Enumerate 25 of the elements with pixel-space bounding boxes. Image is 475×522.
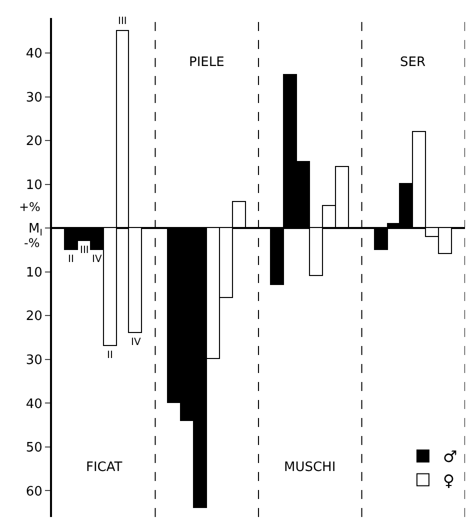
y-tick-label: 40 <box>26 46 42 62</box>
y-tick-label: 20 <box>26 309 42 324</box>
y-tick-label: 10 <box>26 265 42 280</box>
text: +% <box>19 200 40 214</box>
text: -% <box>24 236 40 250</box>
y-tick-label: 60 <box>26 484 42 500</box>
y-tick-label: 30 <box>26 352 42 368</box>
y-tick-label: 30 <box>26 90 42 106</box>
x-tick-label: II <box>107 350 113 361</box>
x-tick-label: II <box>68 254 74 265</box>
x-tick-label: IV <box>131 337 141 348</box>
y-tick-label: M$_{I}$ <box>28 222 42 238</box>
legend-label: ♀ <box>442 470 455 490</box>
annotation: FICAT <box>86 460 122 475</box>
legend-label: ♂ <box>442 447 458 466</box>
annotation: MUSCHI <box>284 460 336 475</box>
x-tick-label: IV <box>92 254 102 265</box>
y-tick-label: 50 <box>26 440 42 456</box>
x-tick-label: III <box>80 245 89 256</box>
x-tick-label: III <box>118 16 127 27</box>
annotation: PIELE <box>189 55 224 70</box>
y-tick-label: 40 <box>26 396 42 412</box>
annotation: SER <box>400 55 426 70</box>
y-tick-label: 20 <box>26 134 42 150</box>
y-tick-label: 10 <box>26 178 42 193</box>
